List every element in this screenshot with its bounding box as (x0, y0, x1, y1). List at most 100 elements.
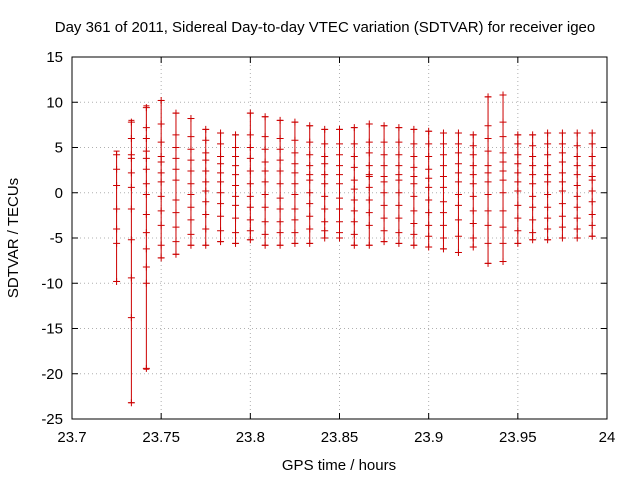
data-point (142, 245, 150, 253)
data-point (246, 131, 254, 139)
data-point (544, 191, 552, 199)
data-point (113, 239, 121, 247)
data-point (306, 176, 314, 184)
data-point (499, 207, 507, 215)
data-point (350, 176, 358, 184)
data-point (276, 156, 284, 164)
data-point (187, 145, 195, 153)
data-point (261, 113, 269, 121)
data-point (425, 209, 433, 217)
data-point (202, 156, 210, 164)
data-point (395, 214, 403, 222)
data-point (246, 154, 254, 162)
data-point (336, 205, 343, 213)
x-tick-label: 24 (599, 429, 616, 446)
data-point (350, 140, 358, 148)
data-point (217, 160, 225, 168)
data-point (142, 165, 150, 173)
data-point (350, 196, 358, 204)
data-point (410, 180, 418, 188)
data-point (558, 158, 566, 166)
data-point (291, 160, 299, 168)
y-tick-label: 5 (55, 140, 63, 157)
data-point (202, 178, 210, 186)
data-point (246, 180, 254, 188)
y-tick-label: 15 (46, 49, 63, 66)
data-point (246, 216, 254, 224)
data-point (395, 189, 403, 197)
data-point (588, 176, 596, 184)
data-point (469, 180, 477, 188)
data-point (350, 153, 358, 161)
data-point (232, 131, 240, 139)
data-point (142, 364, 150, 372)
data-point (588, 232, 596, 240)
data-point (454, 191, 462, 199)
data-point (276, 145, 284, 153)
data-point (291, 180, 299, 188)
data-point (365, 209, 373, 217)
data-point (484, 239, 492, 247)
data-point (380, 138, 388, 146)
data-point (187, 241, 195, 249)
data-point (350, 124, 358, 132)
data-point (127, 183, 135, 191)
data-point (469, 234, 477, 242)
data-point (202, 136, 210, 144)
data-point (142, 191, 150, 199)
data-point (514, 214, 522, 222)
y-tick-label: -10 (41, 275, 63, 292)
data-point (127, 236, 135, 244)
data-point (365, 196, 373, 204)
data-point (558, 187, 566, 195)
data-point (113, 277, 121, 285)
x-axis-label: GPS time / hours (282, 457, 396, 474)
data-point (544, 162, 552, 170)
data-point (157, 192, 165, 200)
data-point (232, 162, 240, 170)
data-point (172, 176, 180, 184)
data-point (261, 133, 269, 141)
data-point (127, 134, 135, 142)
data-point (410, 153, 418, 161)
data-point (410, 192, 418, 200)
data-point (499, 239, 507, 247)
y-tick-label: -5 (50, 230, 63, 247)
data-point (514, 131, 522, 139)
data-point (380, 214, 388, 222)
data-point (127, 169, 135, 177)
data-point (350, 207, 358, 215)
data-point (142, 104, 150, 112)
data-point (395, 201, 403, 209)
data-point (514, 239, 522, 247)
data-point (291, 149, 299, 157)
data-point (187, 216, 195, 224)
data-point (514, 140, 522, 148)
data-point (425, 165, 433, 173)
axis-ticks: 23.7 23.75 23.8 23.85 23.9 23.95 24 -25 -20 -15 -1… (41, 49, 615, 446)
data-point (157, 178, 165, 186)
data-point (321, 171, 329, 179)
data-point (276, 229, 284, 237)
data-point (454, 248, 462, 256)
data-point (380, 227, 388, 235)
data-point (514, 227, 522, 235)
data-point (142, 210, 150, 218)
data-point (306, 122, 314, 130)
data-point (261, 230, 269, 238)
data-point (410, 140, 418, 148)
data-point (410, 220, 418, 228)
data-point (202, 241, 210, 249)
data-point (573, 225, 581, 233)
data-point (544, 214, 552, 222)
data-point (246, 192, 254, 200)
data-point (142, 263, 150, 271)
data-point (202, 125, 210, 133)
y-tick-label: 0 (55, 185, 63, 202)
data-point (380, 189, 388, 197)
data-point (321, 234, 329, 242)
data-point (439, 209, 447, 217)
data-point (321, 140, 329, 148)
data-point (439, 245, 447, 253)
data-point (558, 212, 566, 220)
